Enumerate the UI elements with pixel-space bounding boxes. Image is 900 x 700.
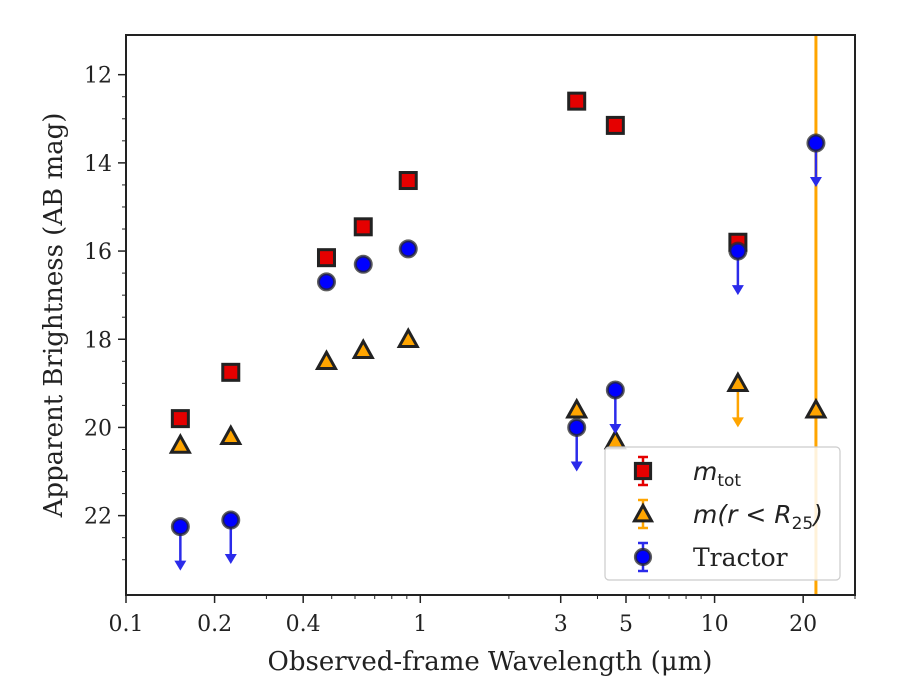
data-point-circle <box>728 241 748 261</box>
x-tick-label: 0.2 <box>197 612 232 637</box>
y-tick-label: 20 <box>84 416 112 441</box>
data-point-square <box>605 115 625 135</box>
data-point-triangle <box>314 349 339 370</box>
data-point-square <box>221 362 241 382</box>
data-point-square <box>398 171 418 191</box>
legend-marker-circle <box>633 547 653 567</box>
x-tick-label: 0.4 <box>286 612 321 637</box>
upper-limit-arrowhead <box>731 285 744 296</box>
data-point-triangle <box>396 327 420 348</box>
data-point-circle <box>806 133 826 153</box>
axis-ticks: 0.1 0.2 0.4 1 3 5 10 20 12 14 16 18 20 22 <box>84 64 856 637</box>
data-point-triangle <box>804 397 828 419</box>
x-tick-label: 5 <box>619 612 633 637</box>
x-axis-label: Observed-frame Wavelength (μm) <box>268 647 713 677</box>
data-point-triangle <box>168 432 192 454</box>
data-point-triangle <box>219 424 243 445</box>
upper-limit-arrowhead <box>224 554 237 565</box>
upper-limit-arrowhead <box>731 417 744 428</box>
x-tick-label: 3 <box>554 612 568 637</box>
data-point-triangle <box>726 371 750 393</box>
legend-label: mtot <box>693 457 741 491</box>
upper-limit-arrowhead <box>570 461 583 472</box>
data-point-square <box>170 409 190 429</box>
legend-label: Tractor <box>693 543 788 572</box>
y-tick-label: 18 <box>84 328 112 353</box>
data-point-triangle <box>351 338 375 359</box>
data-point-circle <box>605 380 625 400</box>
data-point-circle <box>221 510 241 530</box>
upper-limit-arrowhead <box>809 177 822 188</box>
data-point-circle <box>398 239 418 259</box>
y-tick-label: 12 <box>84 64 112 89</box>
data-point-square <box>353 217 373 237</box>
y-tick-label: 22 <box>84 505 112 530</box>
data-point-circle <box>170 517 190 537</box>
y-axis-label: Apparent Brightness (AB mag) <box>39 113 69 519</box>
x-tick-label: 1 <box>413 612 427 637</box>
x-tick-label: 20 <box>789 612 817 637</box>
upper-limit-arrowhead <box>609 423 622 434</box>
data-point-triangle <box>565 397 589 419</box>
data-point-square <box>567 91 587 111</box>
upper-limit-arrowhead <box>174 560 187 571</box>
axes-frame <box>125 34 856 596</box>
y-tick-label: 14 <box>84 152 112 177</box>
data-point-circle <box>316 272 336 292</box>
data-point-square <box>316 248 336 268</box>
y-tick-label: 16 <box>84 240 112 265</box>
legend-marker-square <box>633 461 653 481</box>
x-tick-label: 0.1 <box>109 612 144 637</box>
data-point-circle <box>567 417 587 437</box>
legend-box <box>604 446 841 581</box>
data-point-circle <box>353 254 373 274</box>
plot-area <box>168 35 828 595</box>
x-tick-label: 10 <box>701 612 729 637</box>
legend-marker-triangle <box>631 502 655 523</box>
